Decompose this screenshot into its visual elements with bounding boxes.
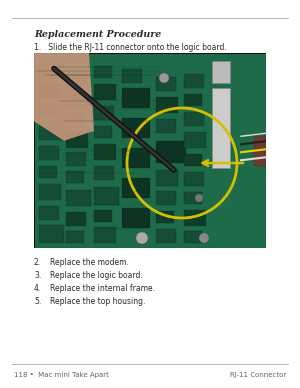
Text: 1.   Slide the RJ-11 connector onto the logic board.: 1. Slide the RJ-11 connector onto the lo… [34, 43, 227, 52]
Bar [94, 210, 112, 222]
Bar [39, 64, 61, 78]
Bar [39, 225, 64, 243]
Bar [66, 76, 84, 88]
Bar [122, 69, 142, 83]
Bar [39, 184, 61, 200]
Bar [184, 172, 204, 186]
Bar [66, 114, 84, 126]
Circle shape [136, 232, 148, 244]
Text: Replace the internal frame.: Replace the internal frame. [50, 284, 155, 293]
Bar [66, 152, 86, 166]
Bar [184, 132, 206, 148]
Text: 4.: 4. [34, 284, 41, 293]
Bar [184, 192, 202, 204]
Bar [94, 144, 116, 160]
Text: 118 •  Mac mini Take Apart: 118 • Mac mini Take Apart [14, 372, 109, 378]
Bar [39, 206, 59, 220]
Bar [156, 191, 176, 205]
Bar [184, 112, 204, 126]
Bar [254, 136, 266, 166]
Bar [39, 122, 64, 140]
Bar [94, 227, 116, 243]
Bar [122, 208, 150, 228]
Bar [122, 148, 150, 168]
Bar [156, 170, 178, 186]
Bar [122, 118, 150, 138]
Bar [184, 154, 202, 166]
Bar [156, 211, 174, 223]
Bar [122, 88, 150, 108]
Circle shape [159, 73, 169, 83]
Circle shape [199, 233, 209, 243]
Bar [156, 229, 176, 243]
Bar [184, 210, 206, 226]
Bar [39, 146, 59, 160]
Bar [94, 66, 112, 78]
Bar [94, 106, 114, 120]
Circle shape [195, 194, 203, 202]
Bar [39, 166, 57, 178]
Text: 5.: 5. [34, 297, 41, 306]
Bar [184, 94, 202, 106]
Text: Replace the logic board.: Replace the logic board. [50, 271, 143, 280]
Text: 3.: 3. [34, 271, 41, 280]
Bar [212, 61, 230, 83]
Bar [184, 74, 204, 88]
Bar [94, 126, 112, 138]
Bar [66, 212, 86, 226]
Bar [184, 231, 202, 243]
Bar [66, 231, 84, 243]
Bar [66, 94, 86, 108]
Bar [94, 84, 116, 100]
Text: Replace the modem.: Replace the modem. [50, 258, 129, 267]
Bar [39, 84, 59, 98]
Bar [94, 166, 114, 180]
Bar [122, 178, 150, 198]
Bar [212, 88, 230, 168]
Text: 2.: 2. [34, 258, 41, 267]
Text: Replacement Procedure: Replacement Procedure [34, 30, 161, 39]
Bar [156, 97, 178, 113]
Text: RJ-11 Connector: RJ-11 Connector [230, 372, 286, 378]
Bar [156, 77, 176, 91]
Bar [39, 104, 57, 116]
Text: Replace the top housing.: Replace the top housing. [50, 297, 146, 306]
Bar [66, 190, 91, 206]
Bar [66, 132, 88, 148]
Polygon shape [34, 53, 94, 141]
Bar [94, 187, 119, 205]
Bar [156, 119, 176, 133]
Bar [66, 171, 84, 183]
Bar [156, 141, 186, 163]
